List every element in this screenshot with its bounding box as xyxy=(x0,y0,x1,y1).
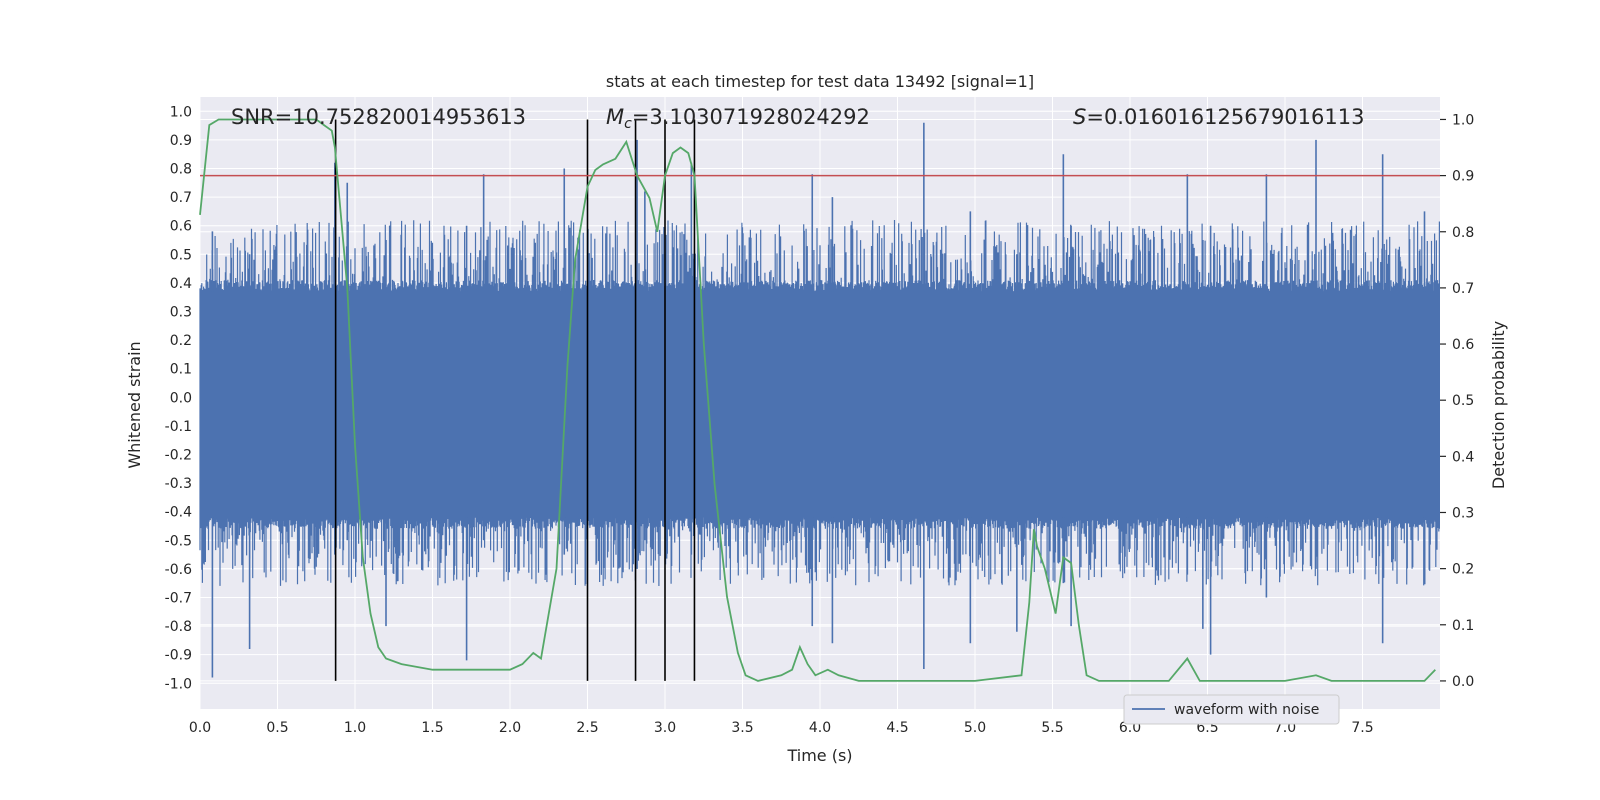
y-tick-label: 0.7 xyxy=(170,190,192,206)
y-axis-label: Whitened strain xyxy=(125,341,144,468)
y2-tick-label: 1.0 xyxy=(1452,112,1474,128)
y2-tick-label: 0.5 xyxy=(1452,393,1474,409)
x-tick-label: 3.5 xyxy=(731,720,753,736)
y2-tick-label: 0.9 xyxy=(1452,169,1474,185)
y-tick-label: -0.8 xyxy=(165,619,192,635)
y2-tick-label: 0.3 xyxy=(1452,505,1474,521)
y-tick-label: 0.1 xyxy=(170,362,192,378)
y-tick-label: -0.6 xyxy=(165,562,192,578)
y-tick-label: 0.5 xyxy=(170,247,192,263)
legend-box xyxy=(1123,694,1340,725)
y-tick-label: -1.0 xyxy=(165,676,192,692)
y-tick-label: 0.4 xyxy=(170,276,192,292)
x-tick-label: 2.0 xyxy=(499,720,521,736)
x-tick-label: 5.0 xyxy=(964,720,986,736)
detection-probability-series xyxy=(199,118,1436,682)
y2-tick-label: 0.4 xyxy=(1452,449,1474,465)
x-tick-label: 7.5 xyxy=(1351,720,1373,736)
y-tick-label: -0.4 xyxy=(165,505,192,521)
y-tick-label: 0.9 xyxy=(170,133,192,149)
y-tick-label: -0.1 xyxy=(165,419,192,435)
mc-value: =3.103071928024292 xyxy=(632,105,870,129)
y-tick-label: -0.9 xyxy=(165,648,192,664)
y-tick-label: 0.0 xyxy=(170,390,192,406)
x-tick-label: 4.0 xyxy=(809,720,831,736)
y-tick-label: -0.5 xyxy=(165,533,192,549)
chirp-mass-annotation: Mc=3.103071928024292 xyxy=(606,105,870,132)
event-markers xyxy=(334,119,696,681)
x-tick-label: 1.0 xyxy=(344,720,366,736)
legend-label-waveform: waveform with noise xyxy=(1174,702,1319,718)
y2-tick-label: 0.1 xyxy=(1452,618,1474,634)
x-tick-label: 3.0 xyxy=(654,720,676,736)
y-tick-label: 0.2 xyxy=(170,333,192,349)
legend[interactable]: waveform with noise xyxy=(1123,694,1340,725)
x-tick-label: 0.0 xyxy=(189,720,211,736)
x-tick-label: 1.5 xyxy=(421,720,443,736)
mc-subscript: c xyxy=(624,116,632,132)
y2-axis-ticks: 1.0 0.9 0.8 0.7 0.6 0.5 0.4 0.3 0.2 0.1 0.0 xyxy=(1440,112,1474,690)
y-tick-label: 0.8 xyxy=(170,161,192,177)
s-annotation: S=0.016016125679016113 xyxy=(1073,105,1364,129)
mc-symbol: M xyxy=(606,105,624,129)
y2-axis-label: Detection probability xyxy=(1489,321,1508,489)
y-tick-label: 0.6 xyxy=(170,219,192,235)
x-axis-ticks: 0.0 0.5 1.0 1.5 2.0 2.5 3.0 3.5 4.0 4.5 5.0 5.5 6.0 6… xyxy=(189,720,1374,736)
y2-tick-label: 0.0 xyxy=(1452,674,1474,690)
waveform-core xyxy=(200,291,1440,518)
y2-tick-label: 0.8 xyxy=(1452,225,1474,241)
y-tick-label: -0.2 xyxy=(165,447,192,463)
s-value: =0.016016125679016113 xyxy=(1086,105,1364,129)
snr-annotation: SNR=10.752820014953613 xyxy=(231,105,526,129)
y-axis-ticks: 1.0 0.9 0.8 0.7 0.6 0.5 0.4 0.3 0.2 0.1 0.0 -0.1 -0.… xyxy=(165,104,192,692)
y-tick-label: -0.3 xyxy=(165,476,192,492)
y2-tick-label: 0.6 xyxy=(1452,337,1474,353)
y-tick-label: 0.3 xyxy=(170,304,192,320)
x-tick-label: 0.5 xyxy=(266,720,288,736)
s-symbol: S xyxy=(1073,105,1086,129)
waveform-series xyxy=(199,122,1440,678)
chart-title: stats at each timestep for test data 134… xyxy=(606,72,1034,91)
y2-tick-label: 0.2 xyxy=(1452,562,1474,578)
y-tick-label: 1.0 xyxy=(170,104,192,120)
y2-tick-label: 0.7 xyxy=(1452,281,1474,297)
y-tick-label: -0.7 xyxy=(165,590,192,606)
x-tick-label: 5.5 xyxy=(1041,720,1063,736)
x-axis-label: Time (s) xyxy=(786,746,852,765)
x-tick-label: 4.5 xyxy=(886,720,908,736)
x-tick-label: 2.5 xyxy=(576,720,598,736)
